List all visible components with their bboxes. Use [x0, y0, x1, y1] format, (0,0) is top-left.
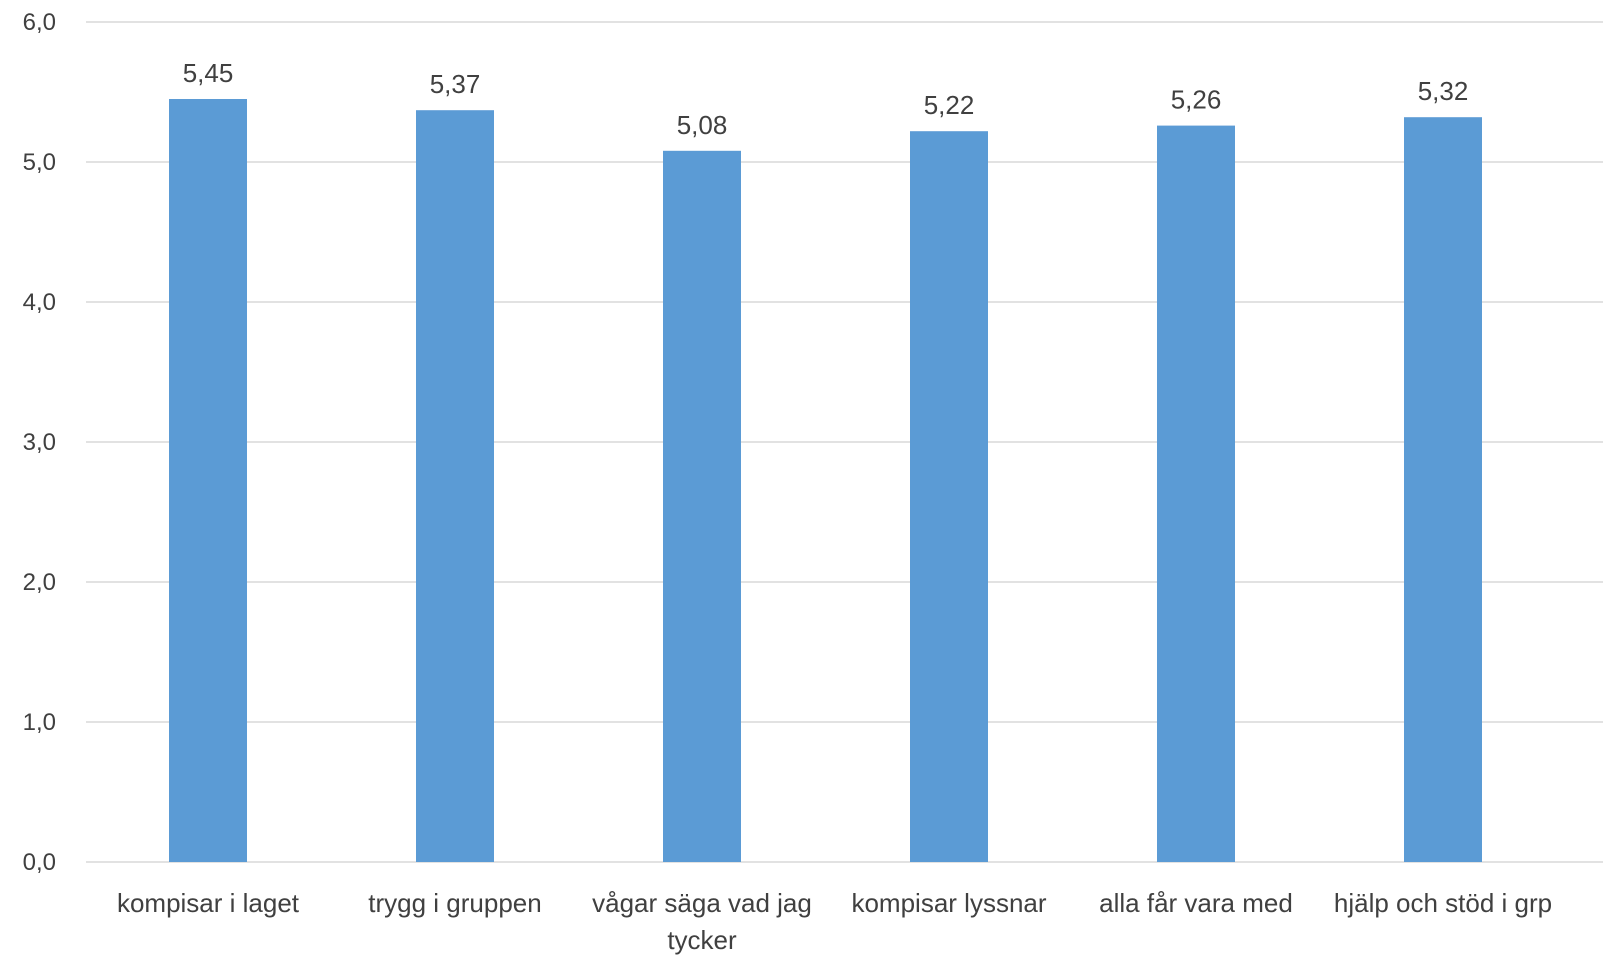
y-tick-label: 0,0	[23, 849, 56, 876]
x-category-label: tycker	[667, 925, 737, 955]
y-axis-tick-labels: 0,0 1,0 2,0 3,0 4,0 5,0 6,0	[23, 9, 56, 876]
x-category-label: kompisar i laget	[117, 888, 300, 918]
data-label: 5,45	[183, 58, 234, 88]
bar	[1404, 117, 1482, 862]
x-category-label: vågar säga vad jag	[592, 888, 812, 918]
bar	[910, 131, 988, 862]
y-tick-label: 4,0	[23, 289, 56, 316]
x-category-label: trygg i gruppen	[368, 888, 541, 918]
bars	[169, 99, 1482, 863]
y-tick-label: 5,0	[23, 149, 56, 176]
bar	[663, 150, 741, 863]
y-tick-label: 3,0	[23, 429, 56, 456]
data-label: 5,08	[677, 110, 728, 140]
data-label: 5,37	[430, 69, 481, 99]
data-label: 5,32	[1418, 76, 1469, 106]
bar	[169, 99, 247, 862]
y-tick-label: 2,0	[23, 569, 56, 596]
x-category-label: alla får vara med	[1099, 888, 1293, 918]
x-axis-category-labels: kompisar i laget trygg i gruppen vågar säg…	[117, 888, 1552, 955]
x-category-label: kompisar lyssnar	[851, 888, 1046, 918]
bar	[1157, 125, 1235, 863]
x-category-label: hjälp och stöd i grp	[1334, 888, 1552, 918]
y-tick-label: 6,0	[23, 9, 56, 36]
data-label: 5,22	[924, 90, 975, 120]
bar	[416, 110, 494, 862]
data-labels: 5,45 5,37 5,08 5,22 5,26 5,32	[183, 58, 1469, 140]
data-label: 5,26	[1171, 85, 1222, 115]
y-tick-label: 1,0	[23, 709, 56, 736]
gridlines	[86, 21, 1603, 863]
